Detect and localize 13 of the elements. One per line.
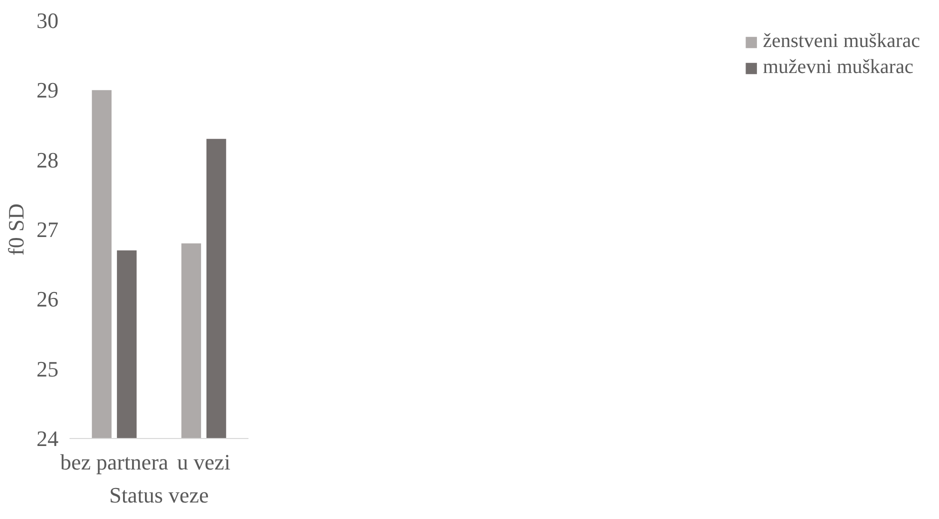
legend-label: muževni muškarac — [762, 56, 914, 79]
x-axis-title: Status veze — [109, 482, 209, 508]
y-tick-label: 25 — [36, 356, 58, 382]
y-axis-title: f0 SD — [4, 204, 28, 256]
legend-label: ženstveni muškarac — [762, 30, 920, 53]
y-tick-label: 30 — [36, 8, 58, 33]
x-tick-label: u vezi — [177, 450, 230, 474]
y-tick-label: 28 — [36, 147, 58, 172]
y-tick-label: 27 — [36, 217, 58, 242]
x-tick-label: bez partnera — [60, 450, 169, 474]
y-tick-label: 29 — [36, 78, 58, 103]
y-tick-label: 24 — [36, 426, 58, 451]
y-tick-label: 26 — [36, 286, 58, 312]
